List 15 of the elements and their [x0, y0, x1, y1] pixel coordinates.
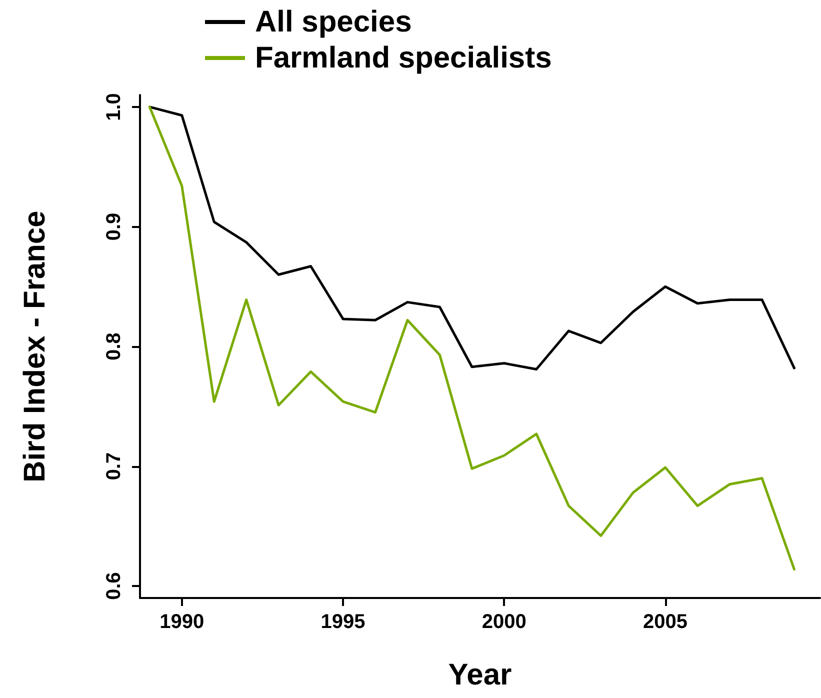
x-tick-label: 1995 [320, 611, 366, 633]
legend-label: Farmland specialists [255, 42, 552, 74]
y-tick-label: 1.0 [103, 93, 125, 121]
legend-label: All species [255, 6, 412, 38]
y-axis-title: Bird Index - France [18, 210, 52, 482]
x-axis-title: Year [448, 658, 512, 692]
y-tick-label: 0.9 [103, 212, 125, 241]
line-series [148, 106, 796, 371]
y-tick-label: 0.6 [103, 572, 125, 600]
x-tick-label: 1990 [160, 611, 204, 633]
y-tick-label: 0.8 [103, 332, 125, 360]
x-tick-label: 2000 [482, 611, 526, 633]
y-tick-label: 0.7 [103, 452, 125, 480]
x-tick-label: 2005 [643, 611, 688, 633]
line-series [148, 106, 796, 571]
